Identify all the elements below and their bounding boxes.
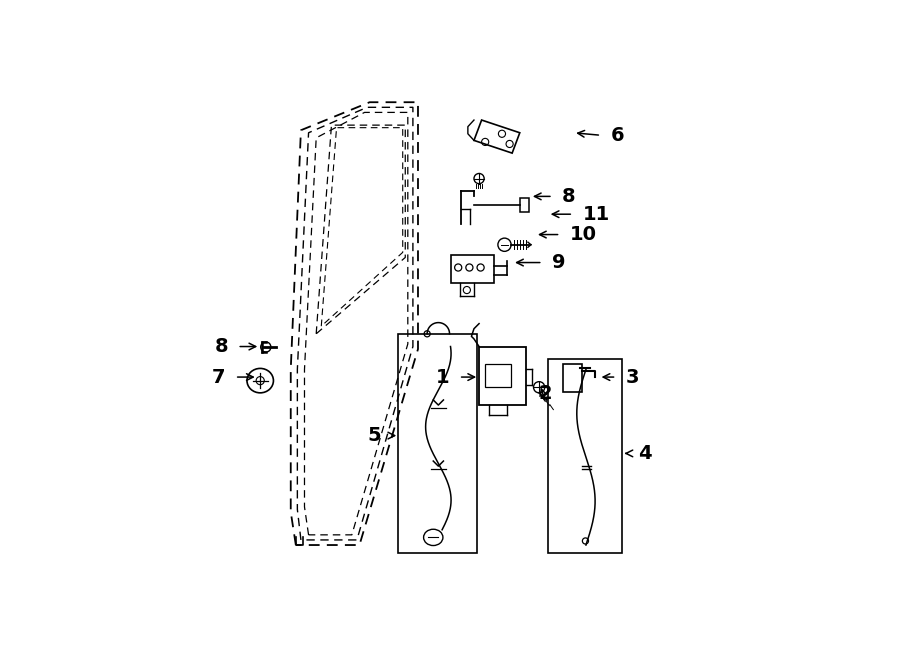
Bar — [451, 255, 494, 283]
Text: 1: 1 — [436, 368, 449, 387]
Text: 8: 8 — [562, 187, 576, 206]
Ellipse shape — [424, 529, 443, 545]
Text: 4: 4 — [638, 444, 652, 463]
Ellipse shape — [247, 368, 274, 393]
Text: 2: 2 — [538, 384, 552, 403]
Text: 3: 3 — [626, 368, 639, 387]
Text: 8: 8 — [214, 337, 228, 356]
Text: 7: 7 — [212, 368, 226, 387]
Bar — [479, 346, 526, 405]
Polygon shape — [474, 120, 520, 153]
Text: 9: 9 — [552, 253, 565, 272]
Bar — [548, 360, 622, 553]
Bar — [398, 334, 476, 553]
Text: 5: 5 — [367, 426, 381, 445]
Bar — [485, 364, 510, 387]
Bar — [563, 364, 582, 393]
Text: 11: 11 — [582, 205, 609, 223]
Text: 10: 10 — [570, 225, 597, 244]
Text: 6: 6 — [610, 126, 624, 145]
Bar — [520, 198, 529, 212]
